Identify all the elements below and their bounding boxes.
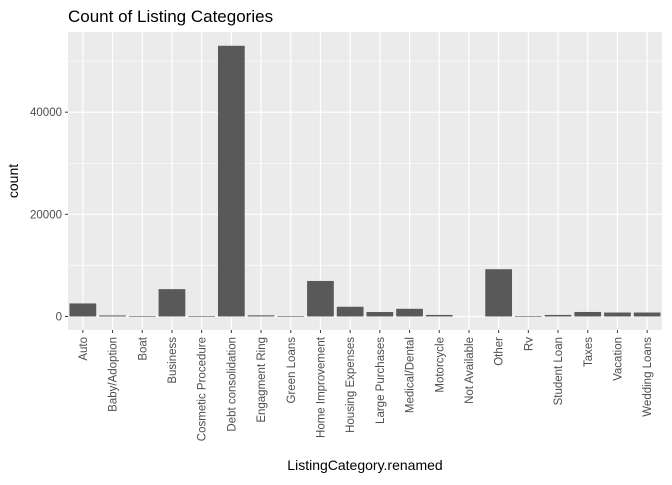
y-tick-label: 0 <box>56 311 62 323</box>
x-tick-label: Cosmetic Procedure <box>197 337 209 441</box>
x-tick-label: Student Loan <box>553 337 565 405</box>
x-tick-label: Housing Expenses <box>345 337 357 433</box>
x-tick-label: Large Purchases <box>375 337 387 424</box>
x-tick-label: Home Improvement <box>315 336 327 438</box>
bar <box>425 314 453 317</box>
x-tick-label: Vacation <box>612 337 624 381</box>
x-tick-label: Other <box>494 337 506 366</box>
x-tick-label: Business <box>167 337 179 384</box>
bar <box>336 306 364 317</box>
bar <box>604 312 631 317</box>
bar <box>217 45 245 317</box>
bar <box>247 315 275 317</box>
bar <box>69 303 97 317</box>
x-tick-label: Taxes <box>583 337 595 367</box>
x-tick-label: Baby/Adoption <box>108 337 120 412</box>
bar <box>128 316 156 317</box>
x-tick-label: Boat <box>137 336 149 360</box>
bar <box>544 314 572 317</box>
y-tick-label: 40000 <box>30 107 62 119</box>
bar <box>366 312 394 317</box>
x-tick-label: Auto <box>78 337 90 361</box>
plot-panel <box>68 32 662 330</box>
x-tick-label: Wedding Loans <box>642 337 654 417</box>
bar <box>633 312 661 317</box>
bar <box>99 315 126 317</box>
x-tick-label: Engagment Ring <box>256 337 268 423</box>
bar <box>158 289 186 317</box>
bar <box>307 280 334 317</box>
bar <box>485 269 513 317</box>
x-tick-label: Not Available <box>464 337 476 404</box>
chart-title: Count of Listing Categories <box>68 7 273 26</box>
x-tick-label: Green Loans <box>286 337 298 404</box>
x-tick-label: Rv <box>523 337 535 351</box>
bar <box>277 316 305 317</box>
bar <box>396 308 423 317</box>
x-tick-label: Debt consolidation <box>226 337 238 432</box>
y-axis: 0 20000 40000 <box>30 107 68 323</box>
bar <box>574 311 602 317</box>
bars <box>69 45 661 317</box>
y-tick-label: 20000 <box>30 209 62 221</box>
bar <box>188 316 216 317</box>
x-axis-label: ListingCategory.renamed <box>287 457 442 473</box>
x-tick-label: Motorcycle <box>434 337 446 393</box>
minor-gridlines <box>68 60 662 266</box>
x-tick-label: Medical/Dental <box>405 337 417 413</box>
x-axis: Auto Baby/Adoption Boat Business Cosmetic Pr… <box>78 330 654 441</box>
bar <box>514 316 542 317</box>
y-axis-label: count <box>5 164 21 198</box>
